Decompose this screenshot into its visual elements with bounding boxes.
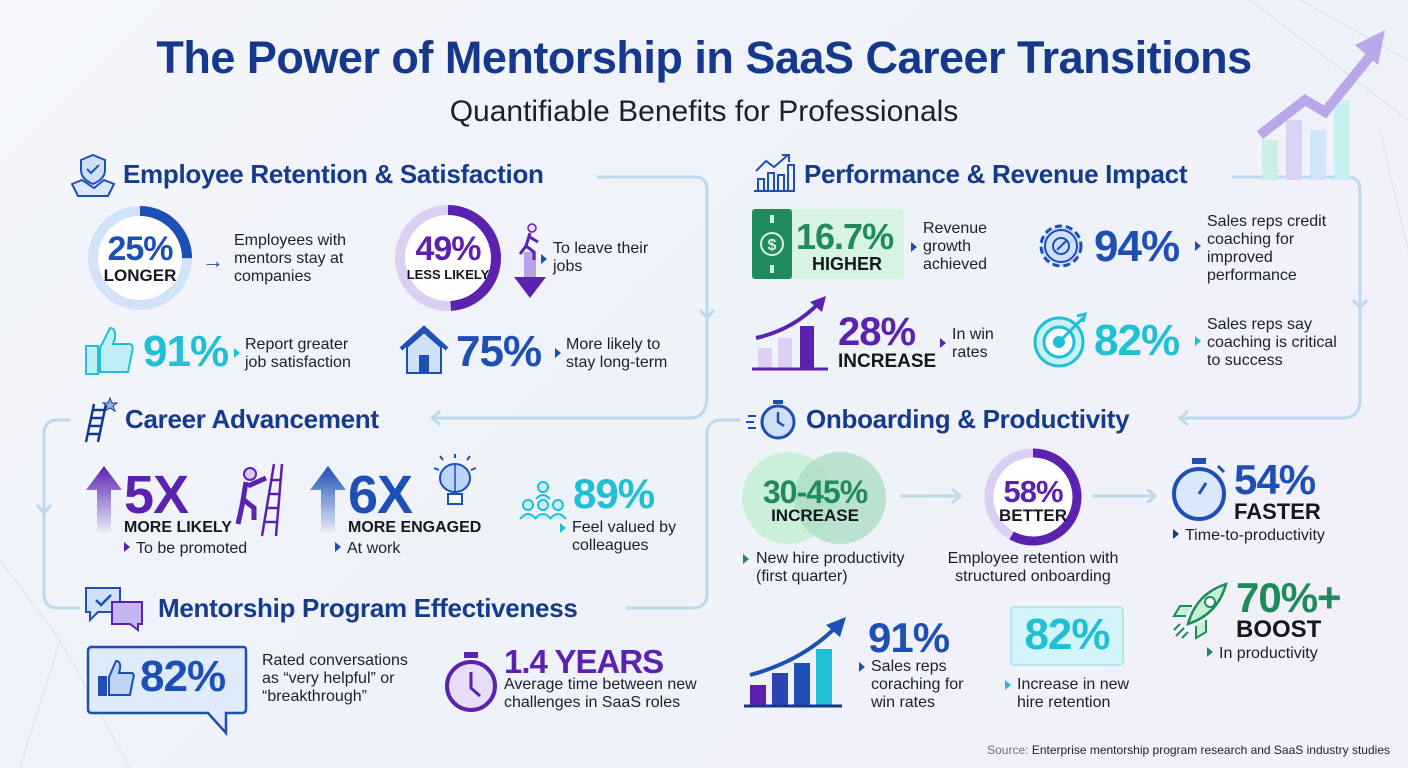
stat-30-45-label: INCREASE: [771, 506, 859, 525]
brain-bulb-icon: [433, 454, 477, 505]
stat-6x-value: 6X: [348, 465, 413, 525]
stat-1-4-years-desc: Average time between new challenges in S…: [504, 676, 697, 711]
progress-ring-49: [395, 205, 501, 311]
speech-bubble-card: [86, 645, 248, 737]
stat-70-value: 70%+: [1236, 574, 1342, 621]
page-title: The Power of Mentorship in SaaS Career T…: [156, 32, 1252, 83]
bar-chart-icon: [744, 617, 846, 708]
stat-82-perf-desc: Sales reps say coaching is critical to s…: [1195, 316, 1352, 370]
stat-89-value: 89%: [573, 470, 655, 517]
stat-58-label: BETTER: [999, 506, 1067, 525]
section-title-retention: Employee Retention & Satisfaction: [123, 159, 544, 189]
stopwatch-icon: [1172, 458, 1226, 521]
stat-82-program-desc: Rated conversations as “very helpful” or…: [262, 652, 408, 705]
section-title-onboarding: Onboarding & Productivity: [806, 404, 1130, 434]
stat-25-label: LONGER: [103, 266, 177, 285]
stat-91-onb-desc: Sales reps coraching for win rates: [859, 658, 981, 712]
target-icon: [1033, 311, 1088, 368]
stat-49-value: 49%: [415, 230, 481, 268]
ladder-star-icon: [84, 396, 119, 443]
stat-6x-desc: At work: [335, 540, 400, 558]
stat-75-desc: More likely to stay long-term: [555, 336, 691, 372]
stat-28-label: INCREASE: [838, 351, 937, 372]
growth-arrow-decoration-icon: [1256, 30, 1385, 180]
dollar-bill-icon: $: [752, 209, 792, 279]
stat-49-label: LESS LIKELY: [406, 267, 490, 282]
house-icon: [399, 325, 449, 374]
up-arrow-blue-icon: [310, 466, 346, 532]
stopwatch-icon: [746, 400, 796, 440]
stat-91-value: 91%: [143, 327, 229, 376]
chat-check-icon: [85, 587, 143, 632]
progress-ring-25: [88, 206, 192, 310]
stat-91-onb-value: 91%: [868, 614, 950, 661]
stat-82-onb-card: [1010, 606, 1124, 666]
stat-94-value: 94%: [1094, 222, 1180, 271]
stat-5x-desc: To be promoted: [124, 540, 247, 558]
up-arrow-purple-icon: [86, 466, 122, 532]
stat-16-desc: Revenue growth achieved: [911, 220, 1003, 274]
stat-82-perf-value: 82%: [1094, 316, 1180, 365]
stat-58-value: 58%: [1003, 474, 1063, 509]
handshake-shield-icon: [70, 153, 116, 197]
bar-chart-growth-icon: [754, 154, 795, 192]
progress-ring-58: [984, 448, 1082, 546]
stat-94-desc: Sales reps credit coaching for improved …: [1195, 213, 1347, 285]
stat-54-desc: Time-to-productivity: [1173, 527, 1325, 545]
gear-icon: [1039, 224, 1083, 268]
stat-5x-value: 5X: [124, 465, 189, 525]
arrow-right-icon: →: [202, 248, 224, 273]
stat-54-value: 54%: [1234, 456, 1316, 503]
source-footer: Source: Enterprise mentorship program re…: [987, 743, 1390, 757]
section-title-performance: Performance & Revenue Impact: [804, 159, 1188, 189]
stat-1-4-years-value: 1.4 YEARS: [504, 643, 664, 680]
stat-25-value: 25%: [107, 230, 173, 268]
stat-6x-label: MORE ENGAGED: [348, 519, 482, 536]
stat-30-45-value: 30-45%: [762, 474, 868, 510]
overlapping-circles: [742, 452, 886, 544]
stat-70-desc: In productivity: [1207, 645, 1318, 663]
stat-82-program-value: 82%: [140, 652, 226, 701]
stat-58-desc: Employee retention with structured onboa…: [947, 550, 1119, 585]
svg-text:$: $: [768, 237, 777, 254]
stat-89-desc: Feel valued by colleagues: [560, 519, 692, 555]
growth-chart-icon: [752, 296, 828, 371]
stat-70-label: BOOST: [1236, 616, 1322, 643]
section-title-career: Career Advancement: [125, 404, 379, 434]
thumbs-up-icon: [85, 326, 134, 375]
stat-82-onb-desc: Increase in new hire retention: [1005, 676, 1147, 712]
stat-54-label: FASTER: [1234, 499, 1321, 524]
stopwatch-icon: [445, 652, 497, 712]
person-leaving-down-arrow-icon: [514, 223, 546, 298]
stat-49-desc: To leave their jobs: [541, 240, 653, 276]
stat-30-45-desc: New hire productivity (first quarter): [743, 550, 926, 586]
stat-82-onb-value: 82%: [1024, 610, 1110, 659]
team-icon: [519, 481, 567, 520]
stat-28-value: 28%: [838, 310, 916, 354]
stat-75-value: 75%: [456, 327, 542, 376]
stat-28-desc: In win rates: [940, 326, 1012, 362]
rocket-icon: [1172, 582, 1228, 640]
page-subtitle: Quantifiable Benefits for Professionals: [449, 95, 959, 128]
stat-16-label: HIGHER: [812, 254, 883, 274]
thumbs-up-icon: [98, 659, 135, 696]
stat-91-desc: Report greater job satisfaction: [234, 336, 370, 372]
stat-16-value: 16.7%: [796, 216, 894, 257]
section-title-program: Mentorship Program Effectiveness: [158, 593, 578, 623]
stat-5x-label: MORE LIKELY: [124, 519, 232, 536]
climber-icon: [235, 463, 284, 537]
stat-25-desc: Employees with mentors stay at companies: [234, 232, 347, 285]
